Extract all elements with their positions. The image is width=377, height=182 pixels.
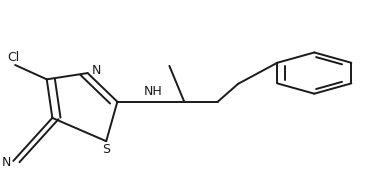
Text: N: N xyxy=(92,64,102,77)
Text: Cl: Cl xyxy=(7,51,20,64)
Text: S: S xyxy=(102,143,110,156)
Text: N: N xyxy=(2,156,11,169)
Text: NH: NH xyxy=(143,85,162,98)
